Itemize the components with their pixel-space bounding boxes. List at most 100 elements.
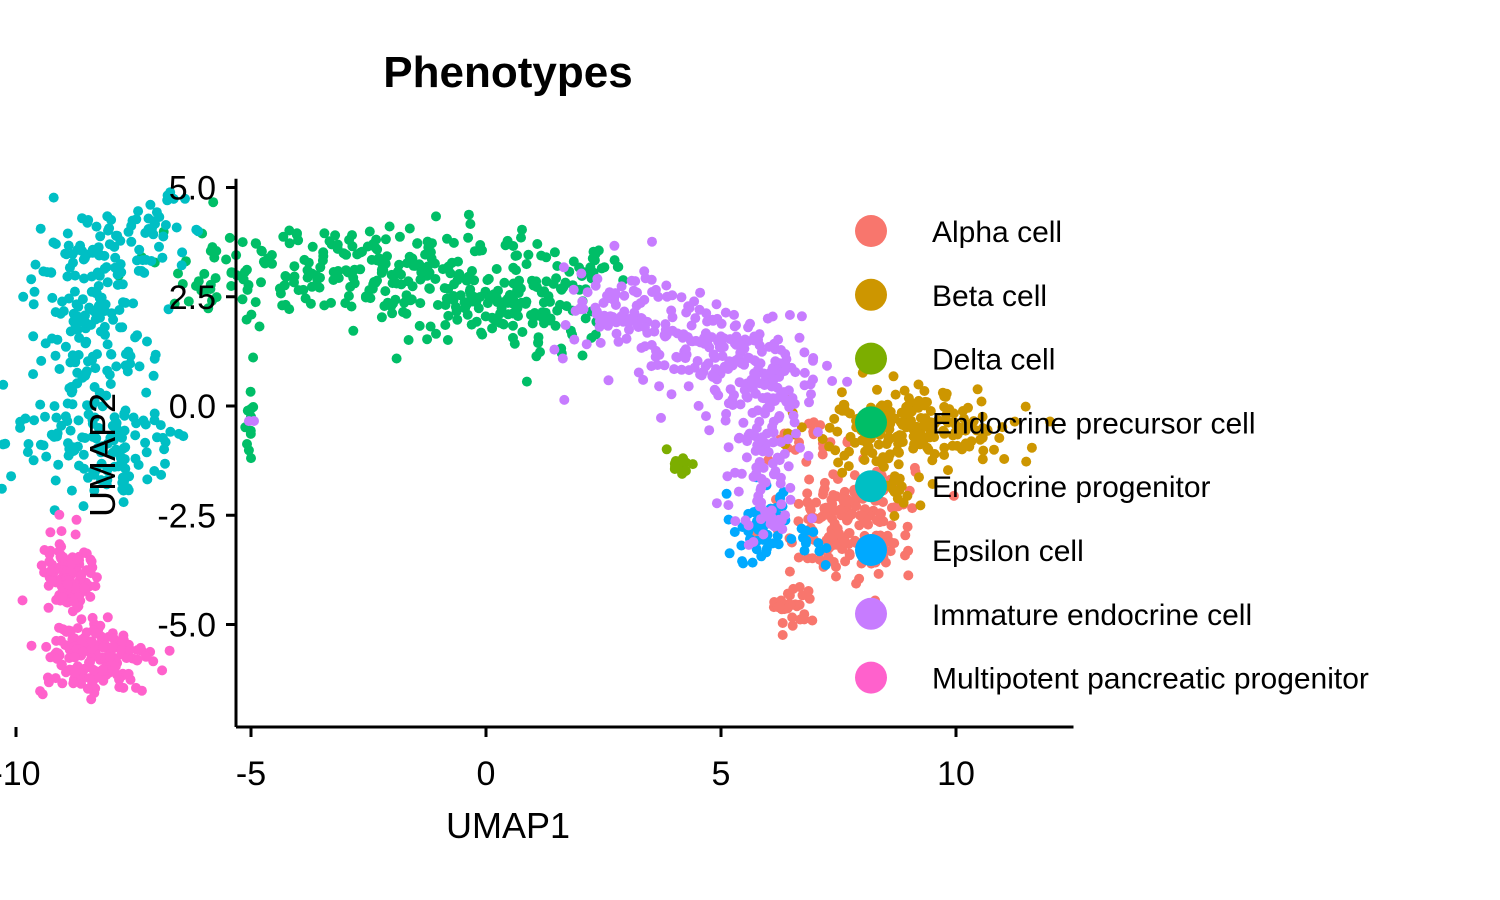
data-point (246, 309, 257, 320)
data-point (26, 274, 37, 285)
data-point (380, 286, 391, 297)
data-point (750, 388, 761, 399)
data-point (453, 256, 463, 267)
data-point (775, 478, 786, 489)
y-tick-label: 0.0 (169, 388, 216, 426)
data-point (747, 407, 758, 418)
legend-label: Immature endocrine cell (932, 599, 1252, 632)
data-point (804, 397, 814, 408)
data-point (580, 313, 591, 324)
data-point (578, 304, 589, 314)
data-point (621, 333, 632, 344)
data-point (903, 393, 914, 404)
data-point (741, 391, 752, 401)
data-point (807, 615, 818, 626)
x-tick-label: -5 (236, 755, 266, 793)
data-point (86, 319, 96, 330)
data-point (116, 267, 127, 278)
data-point (831, 561, 841, 572)
data-point (102, 612, 113, 623)
data-point (60, 411, 71, 422)
data-point (38, 266, 49, 277)
data-point (851, 578, 862, 589)
data-point (467, 266, 477, 276)
data-point (176, 260, 187, 271)
data-point (70, 270, 81, 281)
data-point (476, 327, 487, 338)
legend-label: Endocrine progenitor (932, 471, 1211, 504)
data-point (507, 298, 518, 309)
data-point (686, 320, 697, 331)
data-point (140, 437, 151, 448)
data-point (162, 190, 173, 201)
data-point (378, 265, 389, 276)
data-point (61, 626, 72, 637)
data-point (521, 376, 532, 387)
data-point (122, 366, 133, 377)
data-point (756, 482, 767, 493)
data-point (160, 437, 171, 448)
data-point (90, 581, 101, 592)
data-point (589, 255, 600, 266)
data-point (118, 497, 129, 508)
data-point (500, 240, 511, 251)
data-point (149, 466, 160, 476)
data-point (802, 553, 813, 564)
data-point (893, 438, 904, 449)
data-point (689, 296, 700, 307)
data-point (914, 472, 924, 483)
data-point (82, 400, 92, 411)
data-point (491, 264, 502, 274)
data-point (57, 678, 68, 689)
data-point (160, 220, 171, 230)
data-point (830, 445, 841, 456)
data-point (89, 464, 100, 475)
data-point (403, 335, 414, 345)
data-point (808, 527, 819, 537)
data-point (535, 347, 545, 357)
data-point (786, 534, 797, 544)
data-point (51, 412, 62, 423)
data-point (528, 280, 539, 291)
data-point (762, 313, 773, 324)
data-point (742, 436, 753, 447)
legend-item: Endocrine progenitor (855, 470, 1211, 504)
data-point (442, 335, 453, 345)
data-point (599, 310, 610, 321)
data-point (756, 473, 767, 484)
data-point (667, 290, 678, 301)
data-point (108, 633, 119, 644)
data-point (277, 300, 288, 311)
data-point (254, 321, 265, 332)
data-point (133, 206, 144, 217)
data-point (95, 231, 106, 242)
data-point (414, 320, 425, 331)
data-point (884, 424, 895, 435)
data-point (947, 440, 958, 451)
data-point (738, 417, 749, 428)
legend-label: Epsilon cell (932, 535, 1084, 568)
data-point (498, 318, 509, 329)
data-point (855, 510, 865, 521)
data-point (425, 321, 436, 332)
legend-key (855, 215, 887, 247)
data-point (57, 592, 68, 603)
data-point (739, 343, 750, 354)
data-point (701, 411, 711, 422)
data-point (616, 311, 627, 322)
data-point (70, 667, 81, 678)
legend-label: Delta cell (932, 344, 1055, 377)
data-point (345, 281, 356, 292)
data-point (66, 485, 77, 496)
data-point (595, 337, 606, 348)
data-point (678, 453, 688, 464)
y-tick-label: -5.0 (157, 607, 216, 645)
data-point (86, 636, 97, 647)
data-point (803, 450, 814, 461)
data-point (148, 370, 159, 381)
data-point (521, 259, 532, 270)
data-point (76, 634, 87, 645)
data-point (114, 305, 125, 315)
data-point (209, 252, 220, 263)
data-point (0, 438, 11, 449)
